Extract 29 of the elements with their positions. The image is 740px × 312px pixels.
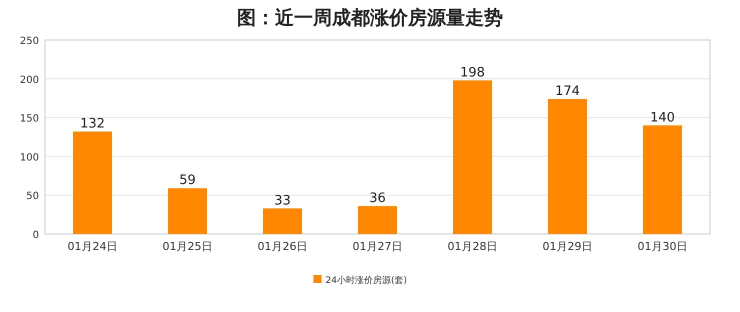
data-label: 198 <box>460 65 485 80</box>
data-label: 59 <box>179 173 196 188</box>
chart-title: 图：近一周成都涨价房源量走势 <box>237 7 503 29</box>
data-label: 140 <box>650 110 675 126</box>
y-tick-label: 200 <box>20 74 39 86</box>
bar <box>263 208 302 234</box>
data-label: 174 <box>555 84 580 99</box>
data-label: 33 <box>274 193 291 208</box>
data-label: 36 <box>369 191 386 206</box>
bar <box>73 132 112 234</box>
x-tick-label: 01月30日 <box>638 240 688 253</box>
x-tick-label: 01月27日 <box>352 240 402 253</box>
x-tick-label: 01月24日 <box>68 240 118 253</box>
y-tick-label: 50 <box>26 191 39 202</box>
x-tick-label: 01月29日 <box>542 240 592 253</box>
y-tick-label: 0 <box>32 230 39 241</box>
bar <box>453 80 492 234</box>
y-tick-label: 250 <box>20 36 39 47</box>
y-tick-label: 150 <box>20 114 39 125</box>
bar <box>548 98 587 234</box>
bar <box>168 188 207 234</box>
y-tick-label: 100 <box>20 152 39 164</box>
data-label: 132 <box>80 116 105 132</box>
x-tick-label: 01月28日 <box>448 240 498 253</box>
x-tick-label: 01月25日 <box>162 240 212 253</box>
bar <box>643 125 682 234</box>
x-tick-label: 01月26日 <box>258 240 308 253</box>
bar <box>358 206 397 234</box>
legend-label: 24小时涨价房源(套) <box>326 275 407 286</box>
